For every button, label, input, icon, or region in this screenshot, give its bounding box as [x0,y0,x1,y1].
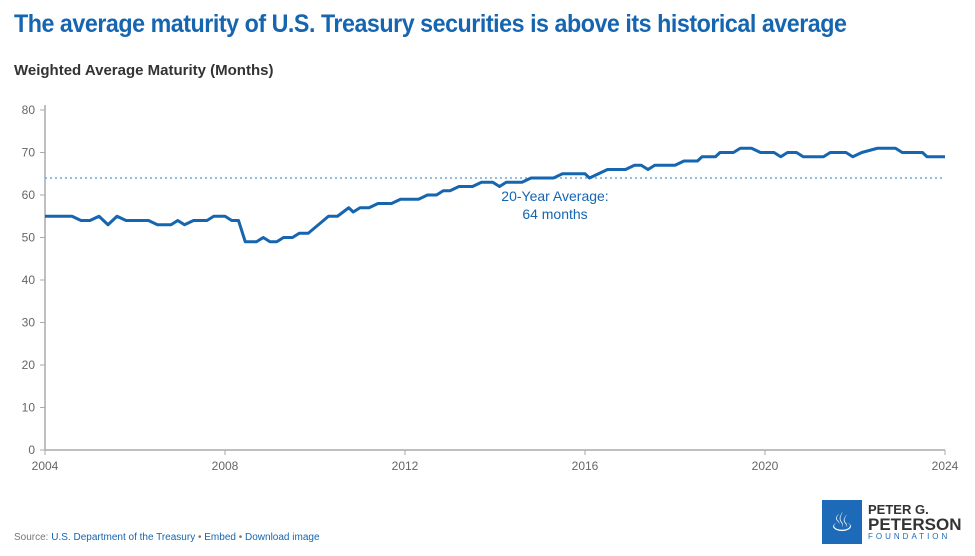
x-tick-label: 2020 [752,459,779,473]
average-label-line1: 20-Year Average: [501,188,608,204]
y-tick-label: 40 [22,273,36,287]
torch-icon: ♨ [822,500,862,544]
logo-line3: FOUNDATION [868,532,951,541]
y-tick-label: 0 [28,443,35,457]
y-tick-label: 10 [22,401,36,415]
y-tick-label: 50 [22,231,36,245]
source-label: Source: [14,532,49,543]
source-footer: Source: U.S. Department of the Treasury … [14,532,320,543]
y-tick-label: 80 [22,103,36,117]
logo-line1: PETER G. [868,502,929,517]
source-link[interactable]: U.S. Department of the Treasury [51,532,196,543]
y-tick-label: 60 [22,188,36,202]
x-tick-label: 2012 [392,459,419,473]
embed-link[interactable]: Embed [204,532,236,543]
y-tick-label: 70 [22,146,36,160]
x-tick-label: 2024 [932,459,959,473]
y-tick-label: 20 [22,358,36,372]
line-chart: 0 10 20 30 40 50 60 70 80 2004 2008 2012 2016 2020 202… [22,103,959,473]
y-tick-label: 30 [22,316,36,330]
logo-line2: PETERSON [868,515,962,534]
peterson-logo: ♨ PETER G. PETERSON FOUNDATION [822,500,962,544]
download-image-link[interactable]: Download image [245,532,320,543]
maturity-line [45,146,945,244]
y-axis-label: Weighted Average Maturity (Months) [14,62,274,79]
average-label-line2: 64 months [522,206,587,222]
x-tick-label: 2004 [32,459,59,473]
chart-title: The average maturity of U.S. Treasury se… [14,10,847,38]
x-tick-label: 2008 [212,459,239,473]
x-tick-label: 2016 [572,459,599,473]
